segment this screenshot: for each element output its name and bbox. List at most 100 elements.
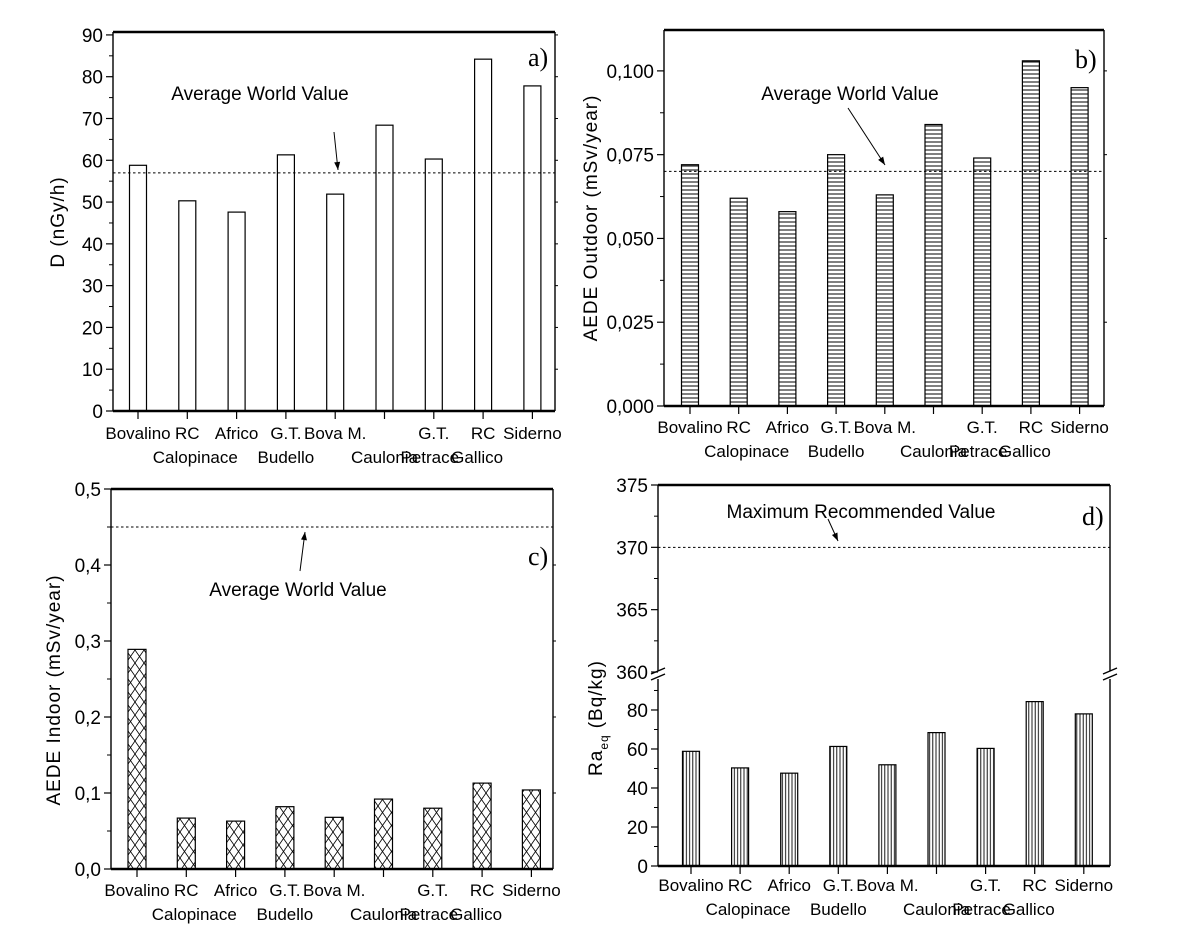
x-tick-label: RC [728, 876, 753, 895]
y-tick-label: 60 [82, 151, 103, 172]
bar-6 [924, 123, 943, 407]
reference-line-label: Average World Value [171, 84, 348, 105]
x-tick-label: Gallico [450, 905, 502, 924]
bar-8 [1025, 700, 1044, 867]
panel-a: D (nGy/h) Average World Value a) 0 10 20 30… [48, 26, 562, 467]
x-tick-label: Africo [766, 418, 809, 437]
bar-4 [826, 154, 846, 407]
x-tick-label: Bovalino [104, 881, 169, 900]
x-tick-label: RC [726, 418, 751, 437]
x-tick-label: Bova M. [304, 424, 366, 443]
x-tick-label: Gallico [1003, 900, 1055, 919]
panel-d: Raeq (Bq/kg) Maximum Recommended Value d)… [586, 476, 1118, 919]
x-tick-label: Calopinace [152, 905, 237, 924]
bar-2 [730, 767, 750, 867]
bar-7 [424, 158, 443, 412]
y-axis-title: Raeq (Bq/kg) [586, 660, 611, 776]
bar-5 [875, 194, 894, 407]
y-tick-label: 20 [82, 318, 103, 339]
y-tick-label: 50 [82, 193, 103, 214]
y-axis-title-unit: (Bq/kg) [586, 660, 607, 728]
x-tick-label: Siderno [1050, 418, 1109, 437]
y-tick-label: 10 [82, 360, 103, 381]
x-tick-label: Gallico [451, 448, 503, 467]
x-tick-label: RC [175, 424, 200, 443]
y-tick-label: 40 [627, 779, 648, 800]
y-tick-label: 30 [82, 277, 103, 298]
y-tick-label: 0 [637, 857, 648, 878]
y-tick-label: 80 [82, 68, 103, 89]
y-tick-label: 0 [92, 402, 103, 423]
bar-1 [128, 164, 148, 412]
bar-9 [523, 85, 542, 412]
y-tick-label: 70 [82, 109, 103, 130]
y-tick-label: 0,075 [606, 146, 654, 167]
bar-9 [1070, 87, 1089, 407]
x-tick-label: Africo [767, 876, 810, 895]
reference-line-label: Maximum Recommended Value [727, 502, 996, 523]
axis-break-mark [1102, 673, 1118, 681]
reference-line-label: Average World Value [761, 84, 938, 105]
x-tick-label: Calopinace [153, 448, 238, 467]
bar-2 [729, 197, 748, 407]
x-tick-label: Siderno [503, 424, 562, 443]
bar-8 [472, 782, 492, 870]
x-tick-label: Bova M. [854, 418, 916, 437]
bar-7 [423, 807, 443, 870]
annotation-arrowhead [878, 156, 885, 165]
x-tick-label: G.T. [970, 876, 1001, 895]
panel-c: AEDE Indoor (mSv/year) Average World Val… [44, 480, 561, 924]
x-tick-label: RC [174, 881, 199, 900]
y-tick-label: 375 [616, 476, 648, 497]
bar-3 [780, 772, 799, 867]
x-tick-label: G.T. [821, 418, 852, 437]
x-tick-label: G.T. [417, 881, 448, 900]
x-tick-label: Caulonia [900, 442, 968, 461]
x-tick-label: Caulonia [903, 900, 971, 919]
x-tick-label: RC [471, 424, 496, 443]
x-tick-label: Caulonia [351, 448, 419, 467]
x-tick-label: Petrace [952, 900, 1011, 919]
x-tick-label: Petrace [401, 448, 460, 467]
x-tick-label: Bovalino [105, 424, 170, 443]
x-tick-label: Africo [215, 424, 258, 443]
bar-2 [176, 817, 196, 870]
bar-4 [829, 745, 848, 867]
y-tick-label: 360 [616, 663, 648, 684]
x-tick-label: RC [1019, 418, 1044, 437]
bar-1 [680, 164, 700, 407]
panel-b: AEDE Outdoor (mSv/year) Average World Va… [581, 28, 1109, 461]
bar-5 [326, 193, 345, 412]
y-tick-label: 0,3 [75, 632, 101, 653]
panel-letter: a) [528, 43, 548, 72]
y-axis-title-main: Ra [586, 750, 607, 776]
y-tick-label: 0,0 [75, 860, 101, 881]
bar-6 [927, 732, 946, 867]
panel-letter: d) [1082, 502, 1104, 531]
x-tick-label: Petrace [949, 442, 1008, 461]
y-axis-title: AEDE Outdoor (mSv/year) [581, 95, 602, 342]
x-tick-label: Caulonia [350, 905, 418, 924]
annotation-arrowhead [301, 532, 307, 541]
y-tick-label: 365 [616, 601, 648, 622]
bar-3 [778, 211, 797, 407]
panel-letter: c) [528, 542, 548, 571]
y-tick-label: 60 [627, 740, 648, 761]
x-tick-label: Bova M. [303, 881, 365, 900]
bar-2 [178, 200, 197, 412]
x-tick-label: Gallico [999, 442, 1051, 461]
panel-letter: b) [1075, 45, 1097, 74]
y-tick-label: 90 [82, 26, 103, 47]
x-tick-label: Budello [808, 442, 865, 461]
axis-break-mark [1102, 667, 1118, 675]
x-tick-label: G.T. [418, 424, 449, 443]
bar-7 [973, 157, 992, 407]
bar-3 [227, 211, 246, 412]
y-tick-label: 0,1 [75, 784, 101, 805]
annotation-arrow-line [847, 107, 886, 166]
bar-5 [324, 816, 344, 870]
bar-1 [681, 750, 701, 867]
y-axis-title-subscript: eq [597, 734, 611, 749]
x-tick-label: RC [470, 881, 495, 900]
